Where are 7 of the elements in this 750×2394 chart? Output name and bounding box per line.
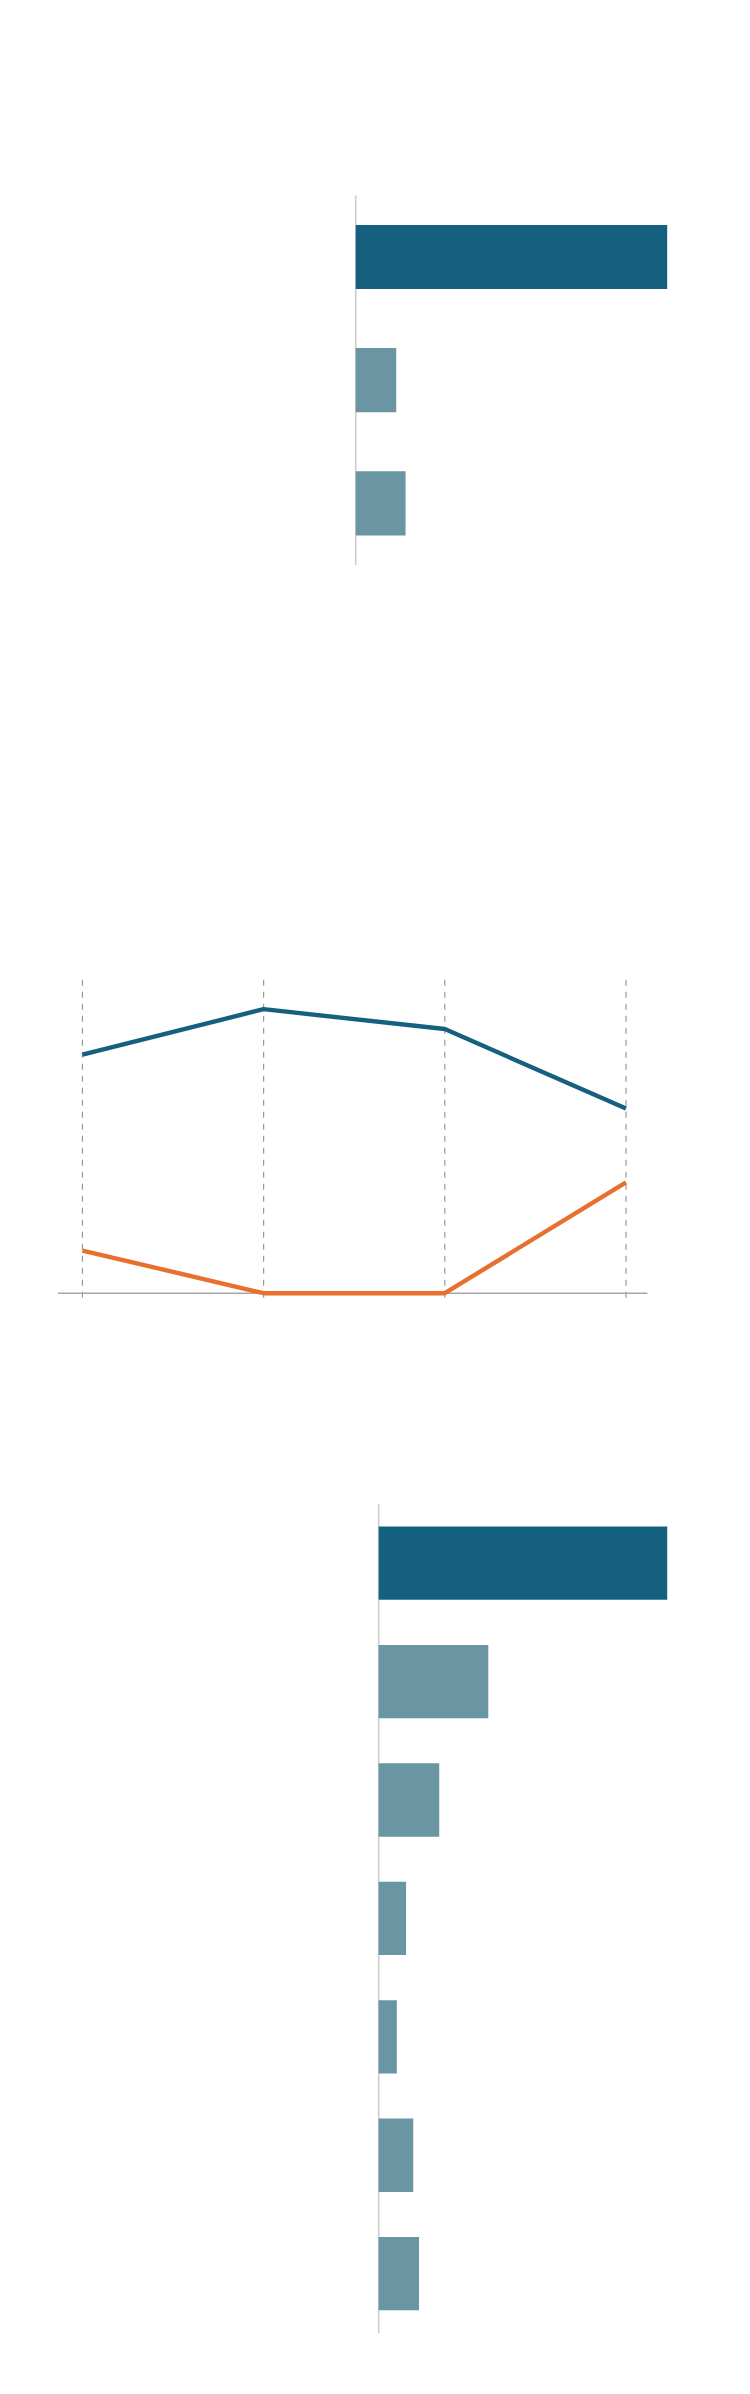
bar bbox=[378, 1644, 489, 1719]
bar bbox=[378, 2237, 420, 2311]
bar bbox=[378, 2118, 414, 2192]
bar bbox=[378, 1881, 407, 1956]
bar bbox=[378, 2000, 397, 2074]
bar bbox=[378, 1763, 440, 1837]
bar bbox=[378, 1526, 668, 1600]
